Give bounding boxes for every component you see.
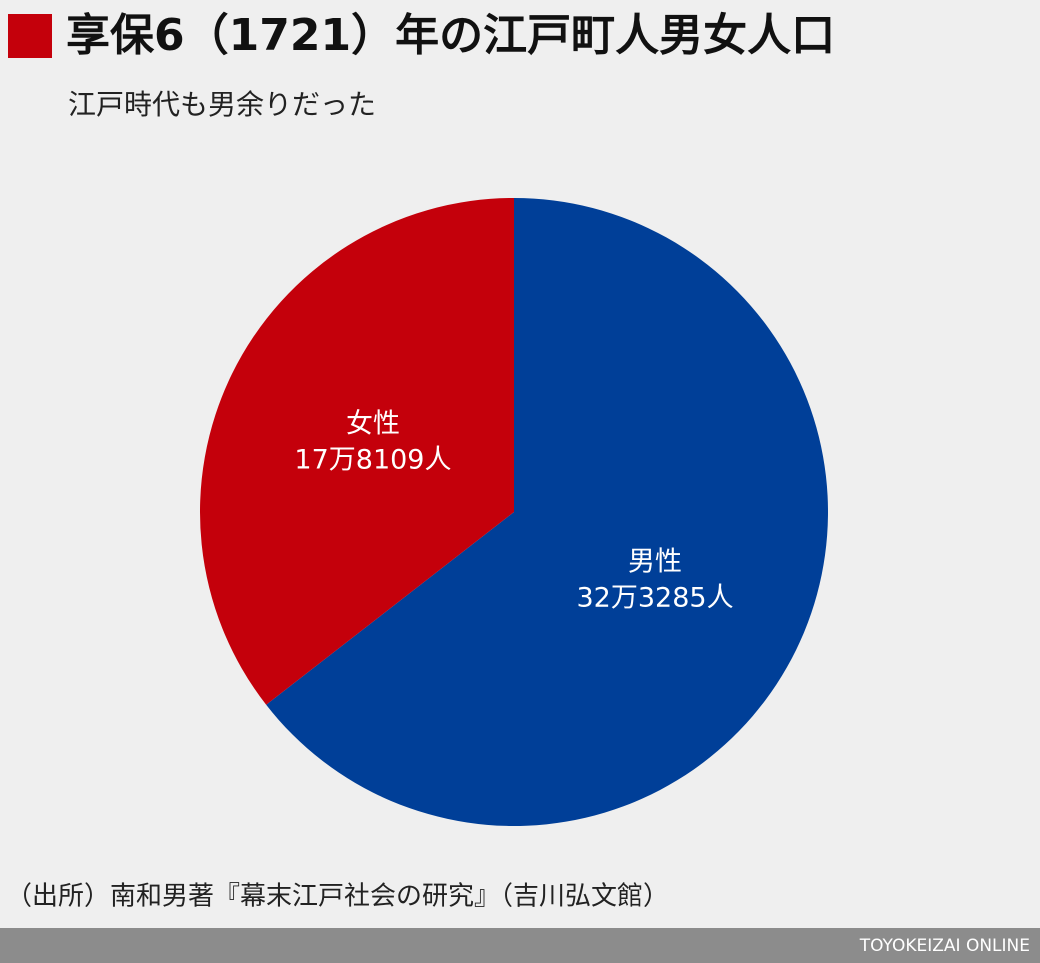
footer-brand: TOYOKEIZAI ONLINE [859,936,1030,956]
slice-category-label: 男性 [628,546,682,577]
chart-title: 享保6（1721）年の江戸町人男女人口 [66,10,835,61]
slice-value-label: 32万3285人 [577,582,734,613]
slice-value-label: 17万8109人 [294,445,451,476]
title-marker [8,14,52,58]
chart-subtitle: 江戸時代も男余りだった [68,88,376,121]
footer-bar [0,928,1040,963]
source-note: （出所）南和男著『幕末江戸社会の研究』（吉川弘文館） [6,882,669,912]
pie-slice [266,198,828,826]
slice-category-label: 女性 [346,409,400,440]
pie-slice [200,198,515,705]
